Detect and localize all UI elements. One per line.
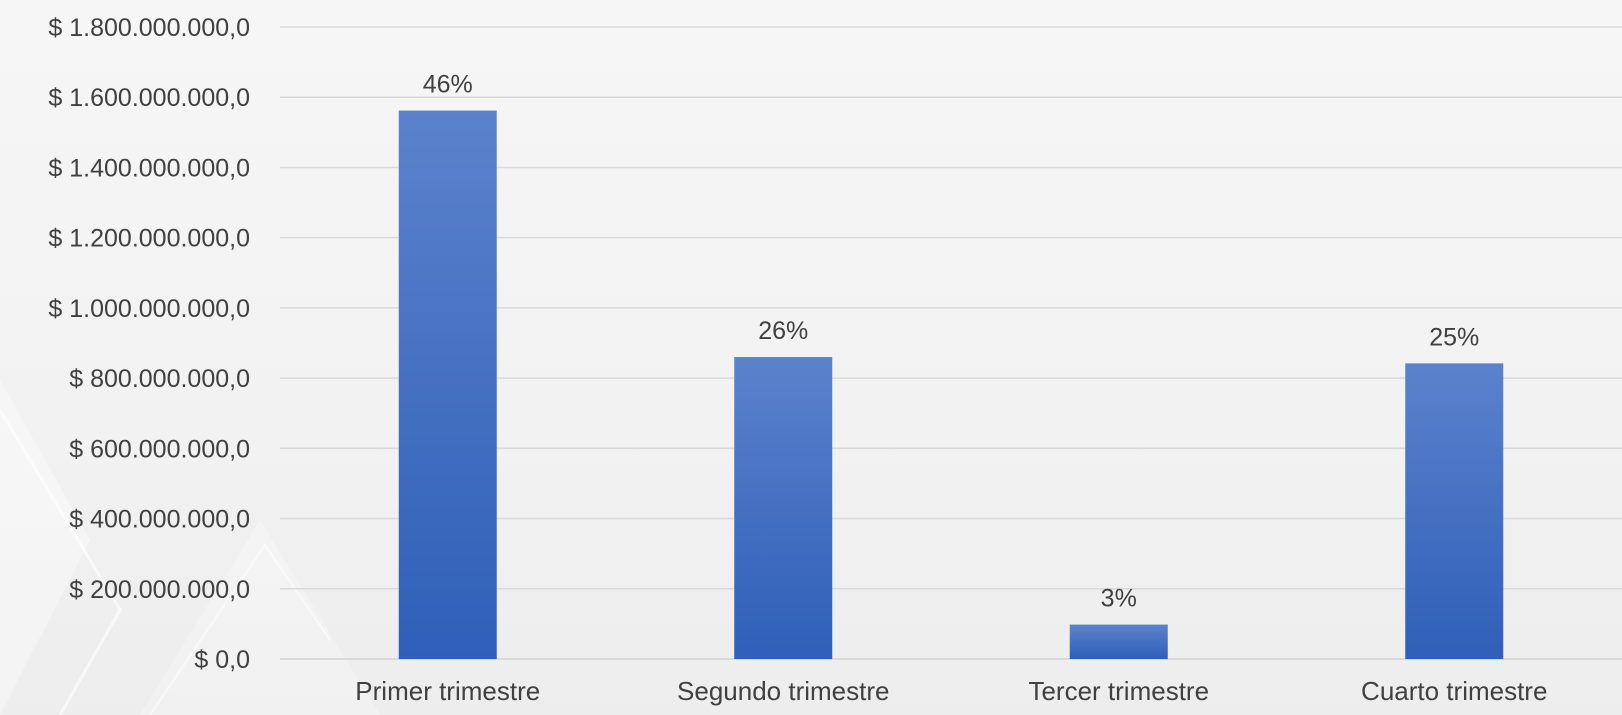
- x-category-label: Cuarto trimestre: [1361, 676, 1547, 706]
- data-label: 25%: [1429, 323, 1479, 351]
- y-tick-label: $ 1.200.000.000,0: [48, 225, 250, 253]
- bar: [734, 357, 833, 659]
- bars: [398, 110, 1504, 659]
- y-tick-label: $ 1.600.000.000,0: [48, 84, 250, 112]
- background-decoration: [0, 380, 380, 715]
- data-label: 46%: [423, 71, 473, 99]
- y-tick-label: $ 1.000.000.000,0: [48, 295, 250, 323]
- y-tick-label: $ 0,0: [194, 646, 250, 674]
- gridlines: [280, 26, 1622, 660]
- bar: [398, 110, 497, 659]
- x-category-label: Segundo trimestre: [677, 676, 889, 706]
- y-tick-label: $ 600.000.000,0: [69, 435, 250, 463]
- y-tick-label: $ 400.000.000,0: [69, 506, 250, 534]
- y-tick-label: $ 1.400.000.000,0: [48, 154, 250, 182]
- x-axis: Primer trimestre Segundo trimestre Tercer …: [355, 676, 1547, 706]
- data-label: 3%: [1101, 585, 1137, 613]
- data-label: 26%: [758, 317, 808, 345]
- y-tick-label: $ 1.800.000.000,0: [48, 14, 250, 42]
- x-category-label: Tercer trimestre: [1028, 676, 1209, 706]
- x-category-label: Primer trimestre: [355, 676, 540, 706]
- data-labels: 46% 26% 3% 25%: [423, 71, 1480, 613]
- y-axis: $ 0,0 $ 200.000.000,0 $ 400.000.000,0 $ 600…: [48, 14, 250, 674]
- bar: [1069, 624, 1168, 659]
- bar: [1405, 363, 1504, 659]
- y-tick-label: $ 800.000.000,0: [69, 365, 250, 393]
- y-tick-label: $ 200.000.000,0: [69, 576, 250, 604]
